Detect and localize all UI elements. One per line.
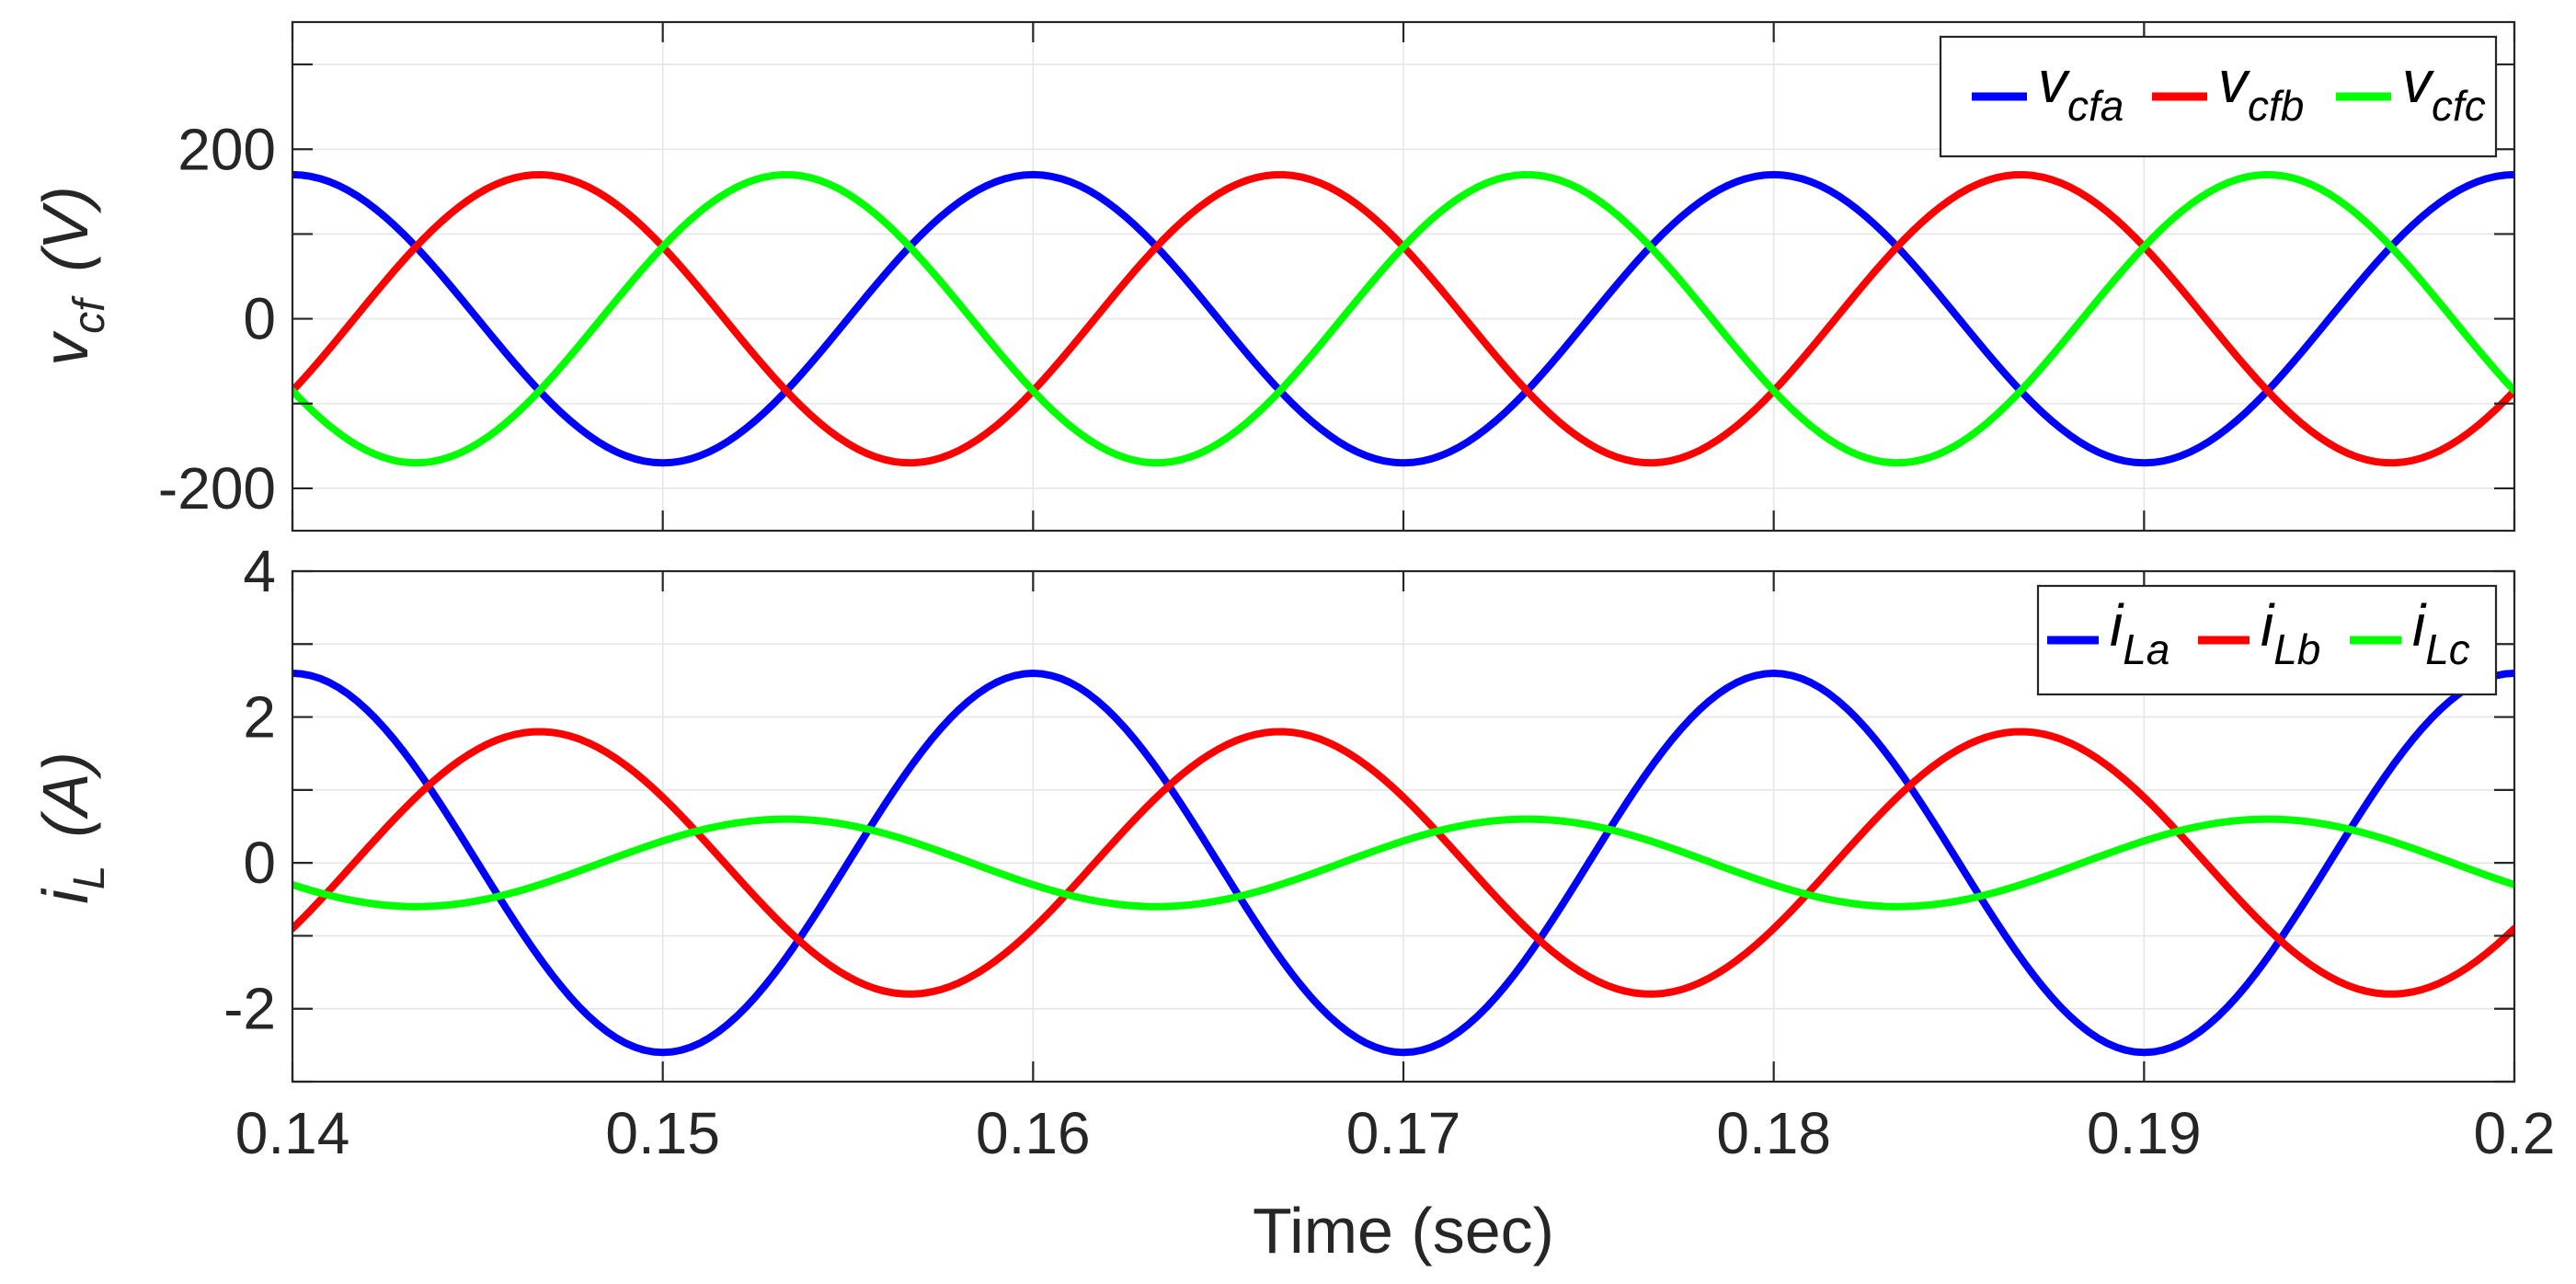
y-tick-label: 4 [243,538,276,604]
series-line-i-lb [292,728,2514,998]
x-tick-label: 0.18 [1716,1100,1831,1166]
current-ylabel-sub: L [65,866,114,890]
voltage-series-group [292,170,2514,467]
series-line-v-cfc [292,170,2514,467]
legend-label-i-lc: iLc [2412,592,2470,673]
legend-label-v-cfc: vcfc [2402,49,2486,130]
voltage-ylabel-main: v [29,330,101,366]
voltage-ylabel: vcf (V) [29,186,114,366]
x-tick-label: 0.19 [2087,1100,2202,1166]
x-tick-label: 0.17 [1346,1100,1461,1166]
x-tick-label: 0.2 [2474,1100,2556,1166]
current-legend-box [2036,584,2498,696]
current-series-group [292,670,2514,1057]
current-ylabel: iL (A) [29,751,114,904]
current-xtick-labels: 0.14 0.15 0.16 0.17 0.18 0.19 0.2 [235,1100,2556,1166]
current-legend: iLa iLb iLc [2036,584,2498,696]
current-ticks [291,569,2516,1083]
series-line-i-lc [292,815,2514,911]
y-tick-label: 0 [243,286,276,352]
series-line-v-cfa [292,170,2514,467]
voltage-panel: -200 0 200 vcf (V) vcfa vcfb vcfc [29,20,2516,533]
legend-label-i-la: iLa [2110,592,2170,673]
y-tick-label: 0 [243,830,276,896]
voltage-legend-box [1939,35,2498,158]
time-xlabel: Time (sec) [1253,1195,1554,1267]
y-tick-label: -2 [223,976,276,1042]
y-tick-label: -200 [158,455,276,522]
voltage-ylabel-sub: cf [65,295,114,334]
current-ytick-labels: -2 0 2 4 [223,538,276,1042]
legend-label-v-cfb: vcfb [2218,49,2304,130]
current-ylabel-unit: (A) [29,751,101,837]
x-tick-label: 0.14 [235,1100,350,1166]
voltage-ylabel-unit: (V) [29,186,101,271]
voltage-ticks [291,22,2516,531]
y-tick-label: 2 [243,684,276,751]
y-tick-label: 200 [177,116,276,182]
x-tick-label: 0.15 [605,1100,720,1166]
voltage-ytick-labels: -200 0 200 [158,116,276,522]
voltage-legend: vcfa vcfb vcfc [1939,35,2498,158]
legend-label-v-cfa: vcfa [2038,49,2124,130]
legend-label-i-lb: iLb [2261,592,2320,673]
x-tick-label: 0.16 [976,1100,1091,1166]
current-ylabel-main: i [29,888,101,904]
series-line-i-la [292,670,2514,1057]
